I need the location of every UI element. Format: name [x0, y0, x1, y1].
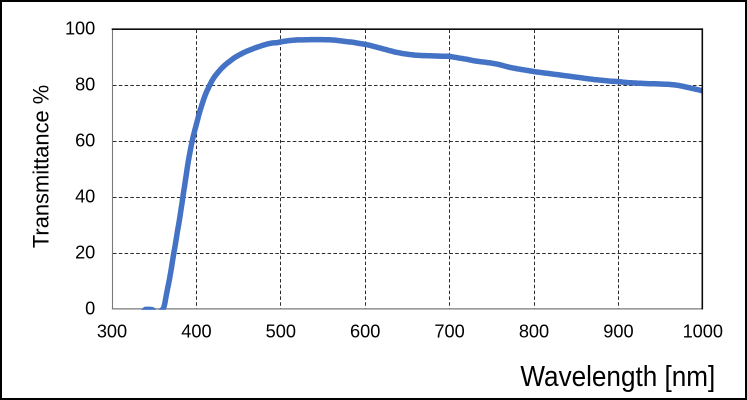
svg-text:900: 900 — [603, 322, 633, 342]
svg-text:100: 100 — [65, 19, 95, 39]
svg-text:500: 500 — [266, 322, 296, 342]
svg-text:60: 60 — [75, 131, 95, 151]
svg-text:600: 600 — [350, 322, 380, 342]
svg-text:Transmittance %: Transmittance % — [29, 85, 54, 248]
svg-text:Wavelength [nm]: Wavelength [nm] — [520, 360, 715, 393]
svg-text:20: 20 — [75, 243, 95, 263]
svg-text:400: 400 — [181, 322, 211, 342]
svg-text:1000: 1000 — [683, 322, 723, 342]
svg-text:80: 80 — [75, 75, 95, 95]
svg-text:700: 700 — [434, 322, 464, 342]
svg-text:0: 0 — [85, 299, 95, 319]
svg-text:300: 300 — [97, 322, 127, 342]
svg-text:800: 800 — [519, 322, 549, 342]
svg-text:40: 40 — [75, 187, 95, 207]
